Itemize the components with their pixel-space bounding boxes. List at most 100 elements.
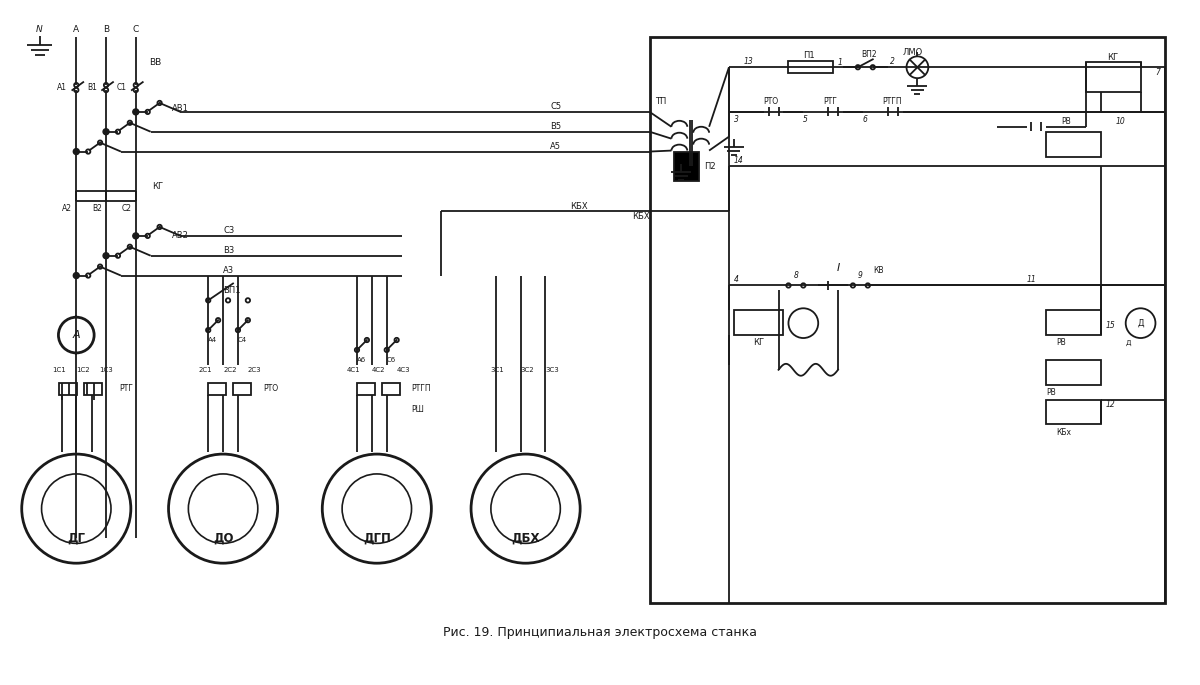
Circle shape <box>472 454 580 563</box>
Bar <box>209 383 226 395</box>
Bar <box>1046 132 1100 156</box>
Circle shape <box>226 298 230 303</box>
Text: ЛМО: ЛМО <box>902 48 923 57</box>
Circle shape <box>802 284 805 288</box>
Text: С3: С3 <box>223 227 234 236</box>
Text: 14: 14 <box>734 156 744 165</box>
Text: КВ: КВ <box>872 266 883 275</box>
Circle shape <box>86 273 90 277</box>
Circle shape <box>786 284 791 288</box>
Circle shape <box>103 253 109 259</box>
Text: РВ: РВ <box>1061 117 1070 126</box>
Bar <box>356 383 374 395</box>
Circle shape <box>216 318 221 323</box>
Bar <box>788 61 833 73</box>
Text: 10: 10 <box>1116 117 1126 126</box>
Text: РТГП: РТГП <box>883 97 902 106</box>
Text: РТГП: РТГП <box>412 384 431 393</box>
Circle shape <box>127 245 132 249</box>
Text: РТО: РТО <box>263 384 278 393</box>
Text: 3С3: 3С3 <box>546 366 559 373</box>
Text: С5: С5 <box>551 103 562 112</box>
Text: А5: А5 <box>551 142 562 151</box>
Text: I: I <box>836 262 840 273</box>
Bar <box>1046 360 1100 385</box>
Text: Д: Д <box>1138 319 1144 327</box>
Text: 9: 9 <box>858 271 863 280</box>
Text: 4С3: 4С3 <box>397 366 410 373</box>
Text: ВП2: ВП2 <box>860 50 876 59</box>
Text: 2С2: 2С2 <box>223 366 236 373</box>
Text: В3: В3 <box>223 246 234 256</box>
Text: 1: 1 <box>838 58 842 67</box>
Circle shape <box>365 338 370 342</box>
Circle shape <box>115 253 120 258</box>
Circle shape <box>323 454 431 563</box>
Circle shape <box>157 225 162 229</box>
Bar <box>1086 62 1140 92</box>
Circle shape <box>22 454 131 563</box>
Text: РТГ: РТГ <box>119 384 133 393</box>
Text: А3: А3 <box>223 266 234 275</box>
Text: 7: 7 <box>1156 68 1160 77</box>
Text: C: C <box>133 25 139 34</box>
Circle shape <box>491 474 560 543</box>
Text: 4С1: 4С1 <box>347 366 361 373</box>
Circle shape <box>98 140 102 145</box>
Circle shape <box>157 101 162 105</box>
Circle shape <box>115 129 120 134</box>
Circle shape <box>145 234 150 238</box>
Text: А4: А4 <box>209 337 217 343</box>
Text: АВ1: АВ1 <box>172 104 188 114</box>
Circle shape <box>851 284 856 288</box>
Circle shape <box>856 65 860 69</box>
Circle shape <box>133 83 138 87</box>
Text: 1С2: 1С2 <box>77 366 90 373</box>
Text: 5: 5 <box>803 115 809 124</box>
Text: РТГ: РТГ <box>823 97 838 106</box>
Bar <box>1046 310 1100 335</box>
Text: 4: 4 <box>734 275 739 284</box>
Text: КБх: КБх <box>1056 427 1072 437</box>
Circle shape <box>355 348 359 352</box>
Bar <box>233 383 251 395</box>
Circle shape <box>103 129 109 135</box>
Bar <box>84 383 102 395</box>
Text: ТП: ТП <box>654 97 666 106</box>
Text: А1: А1 <box>58 83 67 92</box>
Text: ДБХ: ДБХ <box>511 532 540 545</box>
Text: N: N <box>36 25 43 34</box>
Text: 1С1: 1С1 <box>53 366 66 373</box>
Text: ДО: ДО <box>212 532 233 545</box>
Text: 6: 6 <box>863 115 868 124</box>
Text: 3С1: 3С1 <box>491 366 505 373</box>
Circle shape <box>206 328 210 332</box>
Text: 2С1: 2С1 <box>198 366 212 373</box>
Circle shape <box>246 298 250 303</box>
Text: 3: 3 <box>734 115 739 124</box>
Text: 8: 8 <box>793 271 798 280</box>
Circle shape <box>188 474 258 543</box>
Circle shape <box>235 328 240 332</box>
Text: В2: В2 <box>92 203 102 212</box>
Circle shape <box>74 88 78 92</box>
Circle shape <box>1126 308 1156 338</box>
Text: 13: 13 <box>744 57 754 66</box>
Bar <box>674 151 700 182</box>
Circle shape <box>98 264 102 269</box>
Circle shape <box>246 318 250 323</box>
Text: А2: А2 <box>62 203 72 212</box>
Circle shape <box>788 308 818 338</box>
Circle shape <box>133 233 139 239</box>
Text: С2: С2 <box>122 203 132 212</box>
Text: 2: 2 <box>889 57 894 66</box>
Text: КГ: КГ <box>754 338 764 347</box>
Text: 11: 11 <box>1026 275 1037 284</box>
Text: 15: 15 <box>1106 321 1116 329</box>
Text: РШ: РШ <box>412 405 425 414</box>
Text: КБХ: КБХ <box>632 212 649 221</box>
Text: КБХ: КБХ <box>570 201 588 210</box>
Circle shape <box>395 338 398 342</box>
Circle shape <box>42 474 110 543</box>
Circle shape <box>133 88 138 92</box>
